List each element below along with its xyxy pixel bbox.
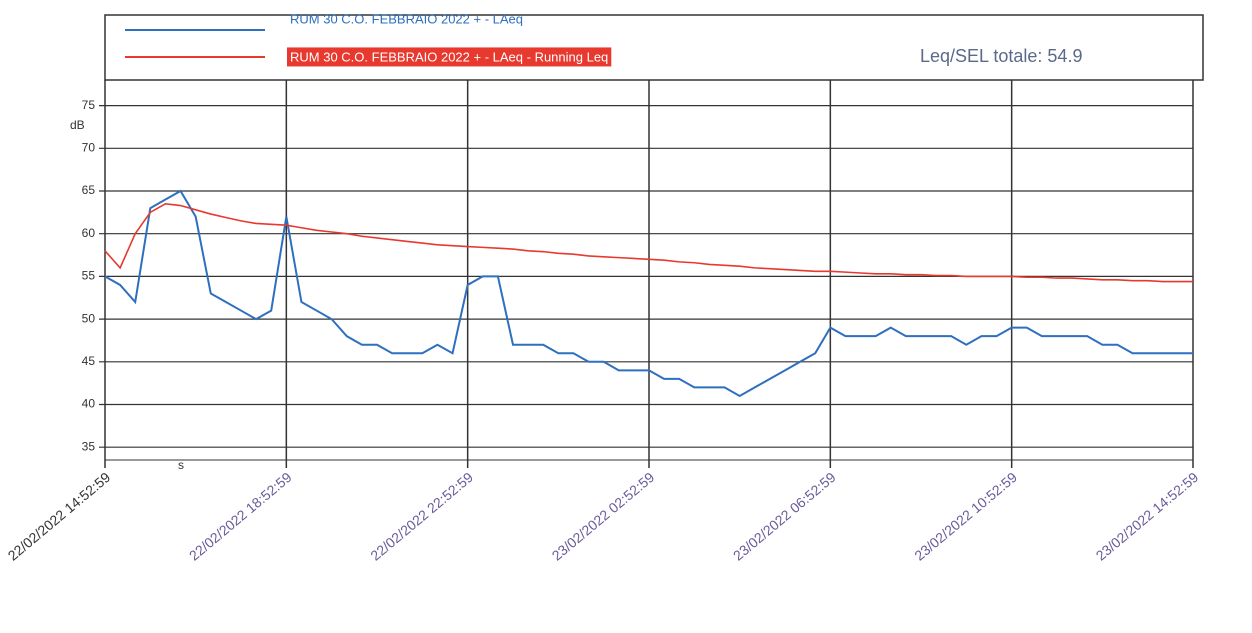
legend-label: RUM 30 C.O. FEBBRAIO 2022 + - LAeq <box>290 11 523 26</box>
y-tick-label: 55 <box>82 269 96 283</box>
y-tick-label: 40 <box>82 397 96 411</box>
x-tick-label: 23/02/2022 06:52:59 <box>730 469 839 564</box>
series-line <box>104 202 1193 283</box>
x-tick-label: 23/02/2022 10:52:59 <box>911 469 1020 564</box>
y-tick-label: 45 <box>82 354 96 368</box>
legend-highlight <box>287 47 612 67</box>
x-tick-label: 23/02/2022 14:52:59 <box>1093 469 1202 564</box>
y-tick-label: 75 <box>82 98 96 112</box>
series-line <box>104 189 1193 398</box>
y-tick-label: 60 <box>82 226 96 240</box>
legend-label: RUM 30 C.O. FEBBRAIO 2022 + - LAeq - Run… <box>290 49 608 64</box>
y-tick-label: 65 <box>82 183 96 197</box>
x-tick-label: 22/02/2022 14:52:59 <box>5 469 114 564</box>
x-tick-label: 22/02/2022 18:52:59 <box>186 469 295 564</box>
annotation: Leq/SEL totale: 54.9 <box>920 46 1082 66</box>
x-unit-label: s <box>178 458 184 472</box>
x-tick-label: 23/02/2022 02:52:59 <box>549 469 658 564</box>
y-tick-label: 50 <box>82 311 96 325</box>
y-tick-label: 70 <box>82 140 96 154</box>
y-axis-label: dB <box>70 118 85 132</box>
y-tick-label: 35 <box>82 439 96 453</box>
x-tick-label: 22/02/2022 22:52:59 <box>367 469 476 564</box>
